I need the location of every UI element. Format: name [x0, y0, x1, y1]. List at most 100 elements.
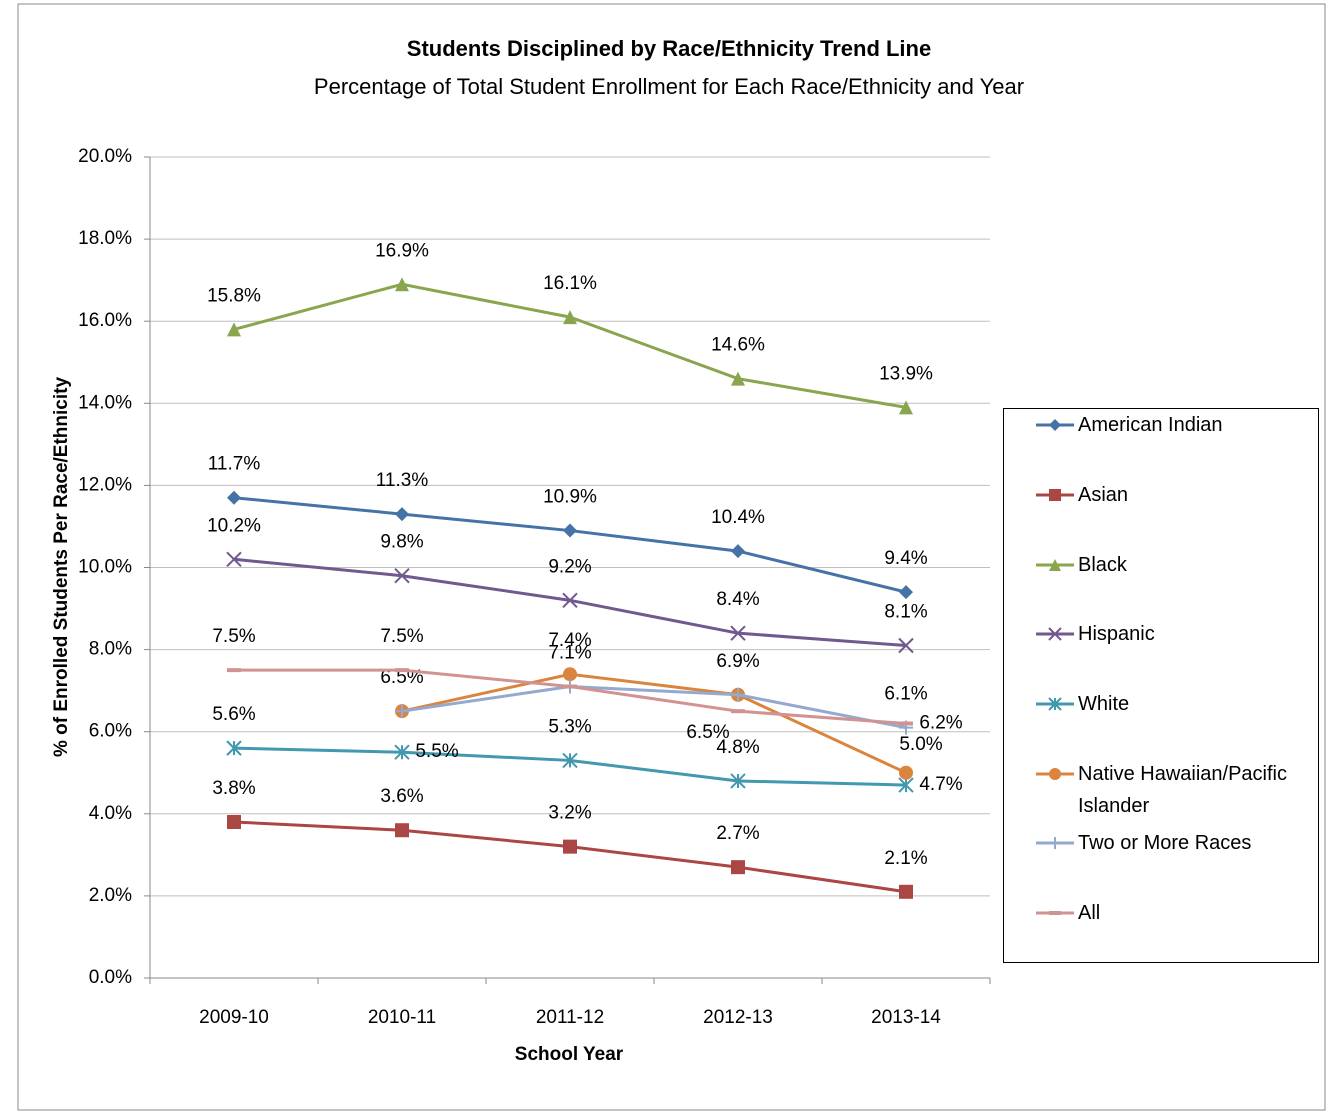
data-label: 15.8% — [207, 285, 261, 306]
x-tick-label: 2009-10 — [199, 1007, 269, 1028]
y-tick-label: 0.0% — [89, 967, 132, 988]
data-label: 16.9% — [375, 240, 429, 261]
legend-swatch — [1036, 489, 1074, 501]
legend-entry: Asian — [1034, 479, 1314, 511]
chart-title: Students Disciplined by Race/Ethnicity T… — [407, 36, 931, 61]
data-label: 10.2% — [207, 515, 261, 536]
marker — [394, 744, 410, 760]
marker — [899, 400, 913, 415]
marker — [562, 592, 578, 609]
marker — [1049, 768, 1061, 780]
legend-entry: White — [1034, 688, 1314, 720]
marker — [1048, 627, 1062, 641]
data-label: 4.7% — [919, 774, 962, 795]
y-tick-label: 16.0% — [78, 310, 132, 331]
marker — [395, 823, 409, 838]
legend-label: Asian — [1078, 484, 1129, 506]
data-label: 13.9% — [879, 363, 933, 384]
marker — [226, 740, 242, 756]
series-line — [401, 685, 907, 730]
data-label: 7.4% — [548, 630, 591, 651]
x-tick-label: 2012-13 — [703, 1007, 773, 1028]
data-label: 9.2% — [548, 556, 591, 577]
marker — [1049, 837, 1061, 849]
x-tick-label: 2013-14 — [871, 1007, 941, 1028]
data-label: 5.0% — [899, 734, 942, 755]
data-label: 7.5% — [380, 626, 423, 647]
data-label: 7.5% — [212, 626, 255, 647]
data-label: 2.1% — [884, 848, 927, 869]
marker — [395, 507, 409, 522]
series-line — [233, 496, 907, 594]
y-tick-label: 4.0% — [89, 803, 132, 824]
data-label: 6.1% — [884, 684, 927, 705]
data-label: 2.7% — [716, 823, 759, 844]
legend-label: American Indian — [1078, 414, 1223, 436]
y-tick-label: 18.0% — [78, 228, 132, 249]
marker — [730, 625, 746, 641]
marker — [394, 568, 410, 584]
data-label: 9.4% — [884, 548, 927, 569]
marker — [1049, 559, 1061, 571]
x-tick-label: 2011-12 — [536, 1007, 604, 1028]
data-label: 10.9% — [543, 487, 597, 508]
legend-entry: Native Hawaiian/Pacific Islander — [1034, 758, 1314, 822]
data-label: 5.3% — [548, 716, 591, 737]
legend-entry: Two or More Races — [1034, 827, 1314, 859]
marker — [226, 551, 242, 567]
legend-swatch — [1036, 911, 1074, 915]
legend-label: Native Hawaiian/Pacific Islander — [1078, 763, 1287, 817]
y-tick-label: 8.0% — [89, 639, 132, 660]
data-label: 16.1% — [543, 273, 597, 294]
data-label: 4.8% — [716, 737, 759, 758]
y-tick-label: 10.0% — [78, 557, 132, 578]
marker — [1049, 419, 1061, 431]
legend-entry: All — [1034, 897, 1314, 929]
series-line — [401, 672, 907, 775]
marker — [395, 704, 409, 719]
legend-entry: Hispanic — [1034, 618, 1314, 650]
series-line — [233, 282, 907, 409]
marker — [731, 371, 745, 386]
data-label: 8.1% — [884, 602, 927, 623]
marker — [562, 752, 578, 769]
x-axis-label: School Year — [515, 1044, 624, 1065]
marker — [899, 884, 913, 899]
data-label: 11.3% — [376, 470, 429, 491]
data-label: 3.2% — [548, 803, 591, 824]
marker — [1048, 697, 1062, 711]
y-tick-label: 2.0% — [89, 885, 132, 906]
legend-swatch — [1036, 697, 1074, 711]
marker — [731, 687, 745, 702]
y-tick-label: 14.0% — [78, 392, 132, 413]
marker — [227, 815, 241, 830]
data-label: 9.8% — [380, 532, 423, 553]
y-tick-label: 12.0% — [78, 474, 132, 495]
data-label: 3.6% — [380, 786, 423, 807]
y-axis-label: % of Enrolled Students Per Race/Ethnicit… — [51, 377, 72, 758]
data-label: 7.1% — [548, 643, 591, 664]
data-label: 3.8% — [212, 778, 255, 799]
marker — [899, 765, 913, 780]
legend-swatch — [1036, 627, 1074, 641]
legend-swatch — [1036, 419, 1074, 431]
chart-subtitle: Percentage of Total Student Enrollment f… — [314, 74, 1024, 99]
chart-border — [17, 3, 1326, 1111]
y-tick-label: 20.0% — [78, 146, 132, 167]
legend-entry: American Indian — [1034, 409, 1314, 441]
data-label: 14.6% — [711, 335, 765, 356]
marker — [899, 585, 913, 600]
legend-label: Black — [1078, 554, 1127, 576]
legend-label: Hispanic — [1078, 623, 1155, 645]
marker — [227, 490, 241, 505]
marker — [1049, 489, 1061, 501]
data-label: 10.4% — [711, 507, 765, 528]
data-label: 6.2% — [919, 713, 962, 734]
legend-label: All — [1078, 902, 1101, 924]
x-tick-label: 2010-11 — [368, 1007, 436, 1028]
data-label: 6.5% — [686, 722, 729, 743]
series-line — [233, 820, 907, 894]
legend-label: Two or More Races — [1078, 832, 1252, 854]
